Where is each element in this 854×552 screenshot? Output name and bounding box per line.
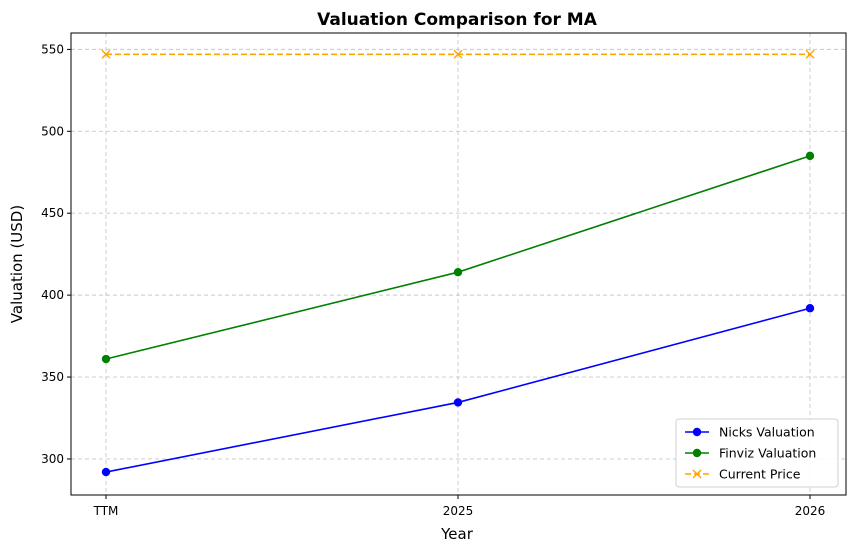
data-point (805, 151, 815, 161)
grid (71, 33, 846, 495)
series-0 (101, 304, 815, 477)
marker-stroke (692, 469, 702, 479)
y-tick-label: 550 (41, 42, 64, 56)
data-point (101, 354, 111, 364)
data-point (805, 49, 815, 59)
ticks: TTM 2025 2026 300 350 400 450 500 550 (41, 42, 825, 518)
marker-stroke (101, 49, 111, 59)
marker-stroke (453, 49, 463, 59)
data-point (453, 267, 463, 277)
legend-entry: Finviz Valuation (685, 446, 816, 461)
legend-marker (692, 448, 702, 458)
series-layer (101, 49, 815, 477)
legend-marker (692, 469, 702, 479)
y-axis-label: Valuation (USD) (8, 205, 26, 323)
y-tick-label: 300 (41, 452, 64, 466)
legend-marker (692, 427, 702, 437)
y-tick-label: 400 (41, 288, 64, 302)
y-tick-label: 500 (41, 124, 64, 138)
x-axis-label: Year (440, 525, 474, 543)
chart-title: Valuation Comparison for MA (317, 10, 598, 30)
data-point (101, 49, 111, 59)
series-2 (101, 49, 815, 59)
legend-label: Finviz Valuation (719, 446, 816, 461)
series-1 (101, 151, 815, 364)
data-point (453, 49, 463, 59)
legend-entry: Nicks Valuation (685, 425, 815, 440)
x-tick-label: 2025 (443, 504, 474, 518)
legend-label: Nicks Valuation (719, 425, 815, 440)
legend-label: Current Price (719, 467, 801, 482)
marker-stroke (805, 49, 815, 59)
legend-entry: Current Price (685, 467, 801, 482)
data-point (101, 467, 111, 477)
legend: Nicks Valuation Finviz Valuation Current P… (675, 418, 839, 488)
x-tick-label: 2026 (795, 504, 826, 518)
data-point (805, 304, 815, 313)
y-tick-label: 350 (41, 370, 64, 384)
data-point (453, 398, 463, 407)
y-tick-label: 450 (41, 206, 64, 220)
x-tick-label: TTM (93, 504, 119, 518)
legend-box (675, 418, 839, 488)
